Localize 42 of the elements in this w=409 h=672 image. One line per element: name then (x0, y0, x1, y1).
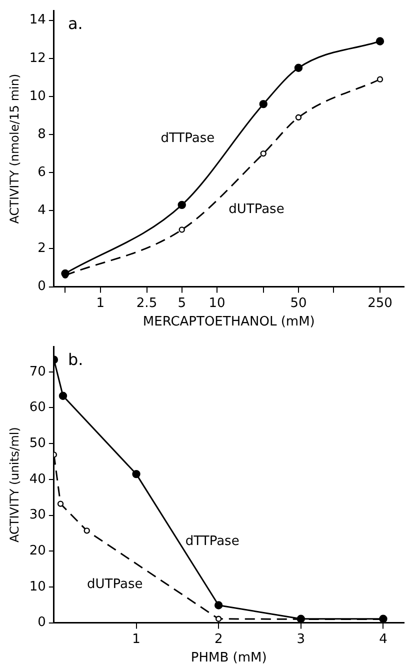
y-tick-label: 14 (29, 12, 46, 28)
x-tick-label: 10 (208, 296, 226, 311)
x-tick-label: 2 (214, 632, 223, 647)
x-tick-label: 2.5 (136, 296, 158, 311)
y-tick-label: 60 (29, 400, 46, 416)
y-tick-label: 40 (29, 472, 46, 487)
x-axis-title: PHMB (mM) (190, 650, 267, 666)
y-tick-label: 10 (29, 88, 46, 104)
x-tick-label: 5 (178, 296, 186, 311)
y-axis-title: ACTIVITY (units/ml) (7, 427, 22, 543)
point (132, 470, 140, 478)
x-tick-label: 1 (96, 296, 104, 311)
x-tick-label: 50 (290, 296, 307, 311)
y-tick-label: 2 (38, 241, 46, 256)
y-tick-label: 6 (38, 164, 46, 180)
point (215, 616, 222, 622)
x-tick-label: 250 (368, 296, 392, 311)
y-tick-label: 30 (29, 508, 46, 523)
y-tick-label: 12 (29, 50, 46, 66)
y-tick-label: 70 (29, 364, 46, 380)
y-tick-label: 8 (38, 126, 46, 142)
x-tick-label: 3 (296, 632, 306, 647)
y-axis-title: ACTIVITY (nmole/15 min) (7, 74, 22, 224)
y-tick-label: 0 (38, 615, 46, 630)
annotation: a. (68, 14, 83, 33)
x-tick-label: 1 (132, 632, 140, 647)
y-tick-label: 20 (29, 543, 46, 558)
point (214, 601, 223, 610)
y-tick-label: 0 (38, 279, 46, 294)
point (57, 500, 64, 507)
series-label: dTTPase (185, 534, 240, 550)
point (84, 528, 90, 534)
x-axis-title: MERCAPTOETHANOL (mM) (142, 314, 315, 330)
point (58, 392, 68, 400)
y-tick-label: 4 (38, 203, 46, 218)
y-tick-label: 50 (29, 436, 46, 451)
series-label: dTTPase (160, 130, 215, 146)
y-tick-label: 10 (29, 579, 46, 594)
annotation: b. (68, 350, 84, 369)
x-tick-label: 4 (379, 632, 388, 647)
series-label: dUTPase (87, 577, 143, 592)
series-label: dUTPase (228, 202, 284, 218)
